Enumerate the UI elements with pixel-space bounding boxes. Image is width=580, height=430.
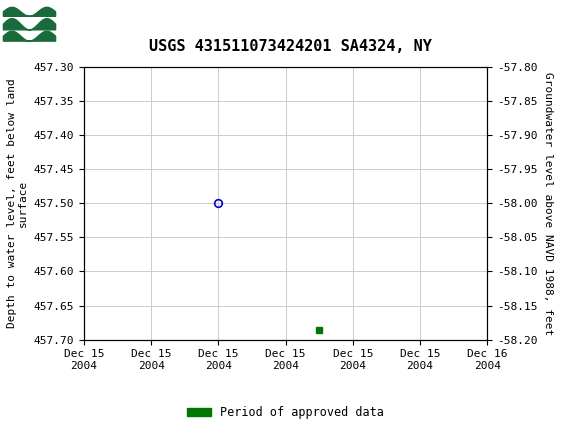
Y-axis label: Groundwater level above NAVD 1988, feet: Groundwater level above NAVD 1988, feet — [543, 71, 553, 335]
Legend: Period of approved data: Period of approved data — [183, 402, 389, 424]
Text: USGS 431511073424201 SA4324, NY: USGS 431511073424201 SA4324, NY — [148, 39, 432, 54]
Text: USGS: USGS — [61, 12, 125, 33]
Y-axis label: Depth to water level, feet below land
surface: Depth to water level, feet below land su… — [7, 78, 28, 328]
Bar — [3, 3, 55, 42]
